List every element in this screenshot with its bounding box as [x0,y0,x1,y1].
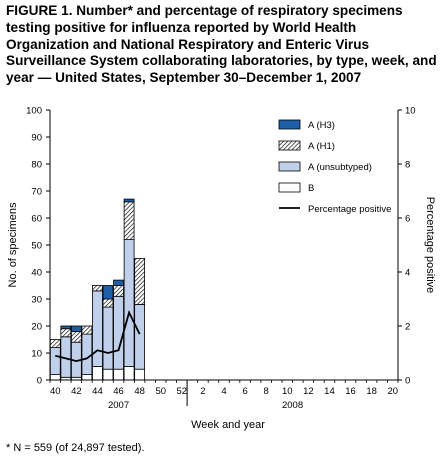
bar-a-unsubtyped-week-47 [123,239,135,367]
percentage-positive-line [55,309,141,363]
year-label-2007: 2007 [108,400,129,411]
figure-title: FIGURE 1. Number* and percentage of resp… [6,3,437,86]
y-tick-label: 20 [31,322,42,333]
x-tick-label: 20 [387,386,398,397]
legend-label: Percentage positive [308,204,391,215]
x-tick-label: 52 [177,386,188,397]
legend-label: A (unsubtyped) [308,162,372,173]
legend-swatch-b [278,182,301,193]
y2-tick-label: 0 [405,376,410,387]
x-tick-label: 40 [50,386,61,397]
legend-swatch-a-unsubtyped [278,161,301,172]
bar-b-week-40 [49,374,61,381]
bar-a-h3-week-45 [102,285,114,300]
x-tick-label: 6 [242,386,247,397]
y-tick-label: 90 [31,133,42,144]
y2-tick-label: 10 [405,106,416,117]
legend-swatch-a-h1 [278,140,301,151]
y-tick-label: 80 [31,160,42,171]
bar-a-unsubtyped-week-45 [102,306,114,370]
x-tick-label: 4 [221,386,226,397]
footnote: * N = 559 (of 24,897 tested). [6,442,145,454]
year-label-2008: 2008 [282,400,303,411]
y2-tick-label: 2 [405,322,410,333]
x-tick-label: 2 [200,386,205,397]
x-tick-label: 44 [92,386,103,397]
y-tick-label: 10 [31,349,42,360]
bar-a-h1-week-40 [49,339,61,349]
x-tick-label: 50 [155,386,166,397]
x-tick-label: 12 [303,386,314,397]
y2-tick-label: 6 [405,214,410,225]
bar-b-week-44 [92,366,103,381]
y-tick-label: 40 [31,268,42,279]
x-tick-label: 10 [282,386,293,397]
bar-a-unsubtyped-week-43 [81,333,93,376]
y-tick-label: 60 [31,214,42,225]
bar-b-week-46 [113,368,124,381]
bar-a-h1-week-43 [81,325,93,335]
bar-a-h1-week-46 [113,285,124,297]
bar-b-week-43 [81,374,93,381]
bar-a-unsubtyped-week-48 [134,303,146,370]
bar-b-week-48 [134,368,146,381]
bar-b-week-47 [123,366,135,381]
y-tick-label: 70 [31,187,42,198]
y-axis-label: No. of specimens [7,202,19,287]
x-tick-label: 46 [113,386,124,397]
bar-a-unsubtyped-week-40 [49,347,61,376]
x-tick-label: 16 [345,386,356,397]
bar-a-h1-week-47 [123,201,135,241]
legend-swatch-a-h3 [278,119,301,130]
y-tick-label: 50 [31,241,42,252]
y2-tick-label: 8 [405,160,410,171]
x-tick-label: 48 [134,386,145,397]
bar-a-h1-week-48 [134,258,146,305]
bar-a-unsubtyped-week-46 [113,295,124,370]
bar-a-h1-week-42 [70,330,82,343]
x-tick-label: 8 [264,386,269,397]
bar-a-h3-week-47 [123,198,135,203]
x-tick-label: 18 [366,386,377,397]
bar-b-week-45 [102,368,114,381]
legend: A (H3) A (H1) A (unsubtyped) B Percentage po… [278,119,391,215]
bar-a-h1-week-41 [60,328,72,338]
x-axis-label: Week and year [191,419,265,431]
bar-a-h1-week-45 [102,298,114,308]
y-tick-label: 100 [26,106,42,117]
bar-a-h3-week-46 [113,279,124,286]
y-tick-label: 30 [31,295,42,306]
bar-a-h3-week-42 [70,325,82,332]
bar-a-unsubtyped-week-44 [92,290,103,367]
y-tick-label: 0 [37,376,42,387]
bar-a-h3-week-41 [60,325,72,330]
x-tick-label: 14 [324,386,335,397]
x-tick-label: 42 [71,386,82,397]
legend-label: A (H3) [308,120,335,131]
bar-a-h1-week-44 [92,285,103,292]
y2-tick-label: 4 [405,268,410,279]
y2-axis-label: Percentage positive [424,197,436,294]
legend-label: A (H1) [308,141,335,152]
legend-label: B [308,183,314,194]
